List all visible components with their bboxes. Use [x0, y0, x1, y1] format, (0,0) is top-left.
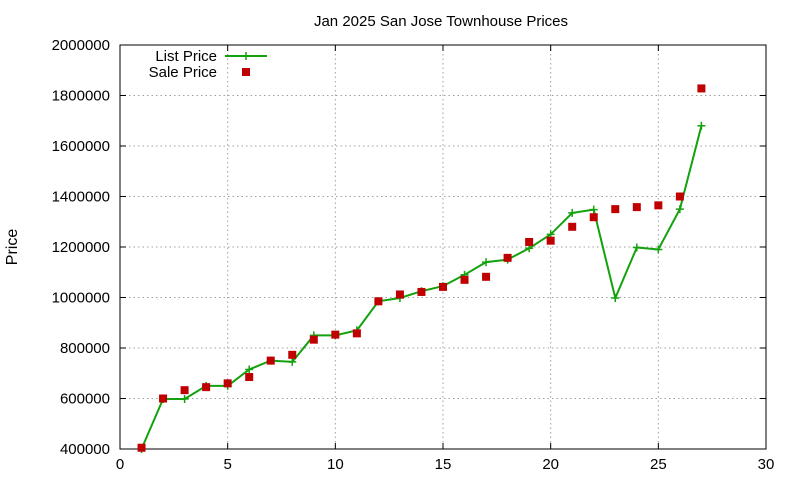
y-tick-label: 1400000 [52, 189, 110, 206]
list-price-point [611, 294, 620, 303]
sale-price-point [309, 335, 318, 344]
sale-price-point [395, 290, 404, 299]
list-price-point [697, 121, 706, 130]
sale-price-point [159, 394, 168, 403]
legend-label-sale-price: Sale Price [149, 64, 217, 81]
list-price-point [654, 245, 663, 254]
sale-price-point [223, 379, 232, 388]
sale-price-point [202, 383, 211, 392]
sale-price-point [180, 386, 189, 395]
x-tick-label: 15 [435, 456, 452, 473]
chart-title: Jan 2025 San Jose Townhouse Prices [314, 13, 568, 30]
sale-price-point [137, 443, 146, 452]
sale-price-point [611, 205, 620, 214]
list-price-point [589, 205, 598, 214]
sale-price-point [546, 236, 555, 245]
sale-price-point [374, 297, 383, 306]
legend-square-sale-price [242, 68, 250, 76]
y-tick-label: 2000000 [52, 37, 110, 54]
sale-price-point [460, 275, 469, 284]
sale-price-point [675, 192, 684, 201]
sale-price-point [697, 84, 706, 93]
x-tick-label: 0 [116, 456, 124, 473]
list-price-point [245, 365, 254, 374]
x-tick-label: 5 [223, 456, 231, 473]
list-price-point [675, 205, 684, 214]
y-tick-label: 1600000 [52, 138, 110, 155]
sale-price-point [266, 356, 275, 365]
y-tick-label: 800000 [60, 340, 110, 357]
sale-price-point [482, 272, 491, 281]
sale-price-point [417, 287, 426, 296]
list-price-point [568, 208, 577, 217]
y-tick-label: 600000 [60, 391, 110, 408]
x-tick-label: 20 [542, 456, 559, 473]
series-layer [137, 84, 706, 453]
sale-price-point [589, 213, 598, 222]
list-price-point [288, 357, 297, 366]
y-tick-label: 1200000 [52, 239, 110, 256]
list-price-point [482, 258, 491, 267]
sale-price-point [288, 350, 297, 359]
sale-price-point [439, 282, 447, 291]
sale-price-point [352, 329, 361, 338]
legend-label-list-price: List Price [155, 48, 217, 65]
y-tick-label: 400000 [60, 441, 110, 458]
sale-price-point [632, 203, 641, 212]
sale-price-point [525, 237, 534, 246]
y-tick-label: 1800000 [52, 88, 110, 105]
y-axis-label: Price [4, 229, 21, 266]
y-tick-label: 1000000 [52, 290, 110, 307]
axis-ticks: 400000 600000 800000 1000000 1200000 1400000 1… [52, 37, 775, 473]
list-price-point [632, 243, 641, 252]
x-tick-label: 30 [758, 456, 775, 473]
sale-price-point [654, 201, 663, 210]
legend-swatches [225, 52, 267, 76]
legend-cross-list-price [242, 52, 250, 60]
grid [120, 45, 766, 449]
sale-price-point [331, 330, 340, 339]
sale-price-point [568, 222, 577, 231]
legend: List Price Sale Price [149, 48, 267, 81]
sale-price-point [503, 253, 512, 262]
x-tick-label: 10 [327, 456, 344, 473]
x-tick-label: 25 [650, 456, 667, 473]
list-price-point [180, 395, 189, 404]
sale-price-point [245, 373, 254, 382]
